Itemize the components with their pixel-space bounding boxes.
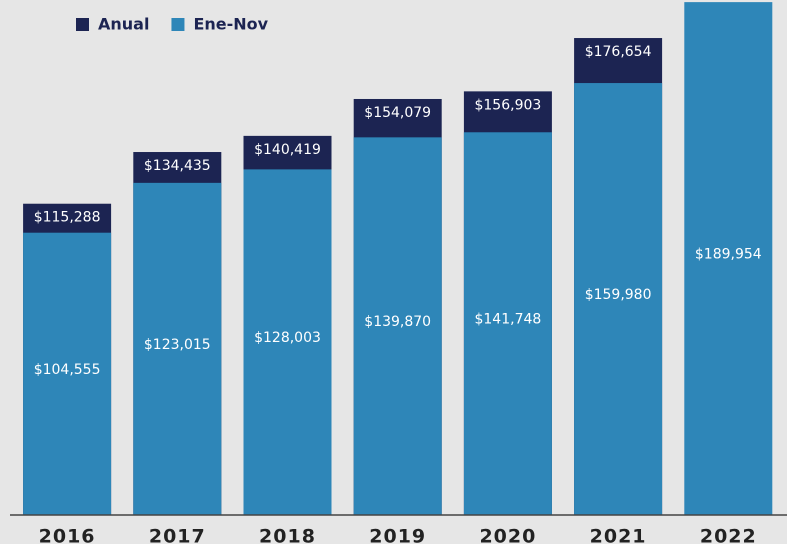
legend-swatch <box>171 18 185 31</box>
x-tick-label: 2020 <box>479 526 536 544</box>
bar <box>574 83 663 515</box>
value-label: $115,288 <box>34 210 101 226</box>
x-tick-label: 2019 <box>369 526 426 544</box>
value-label: $134,435 <box>144 158 211 174</box>
value-label: $104,555 <box>34 362 101 378</box>
bar <box>353 137 442 515</box>
bar <box>243 169 332 515</box>
x-tick-label: 2022 <box>700 526 757 544</box>
x-tick-label: 2017 <box>149 526 206 544</box>
bar <box>23 232 112 515</box>
bar <box>463 132 552 515</box>
legend-label: Anual <box>98 15 149 34</box>
x-tick-label: 2016 <box>39 526 96 544</box>
x-tick-label: 2021 <box>590 526 647 544</box>
value-label: $123,015 <box>144 337 211 353</box>
x-tick-label: 2018 <box>259 526 316 544</box>
bar <box>684 2 773 515</box>
value-label: $141,748 <box>474 312 541 328</box>
legend-label: Ene-Nov <box>193 15 268 34</box>
value-label: $140,419 <box>254 142 321 158</box>
value-label: $159,980 <box>585 287 652 303</box>
value-label: $189,954 <box>695 247 762 263</box>
value-label: $128,003 <box>254 330 321 346</box>
value-label: $139,870 <box>364 314 431 330</box>
value-label: $176,654 <box>585 44 652 60</box>
value-label: $156,903 <box>474 97 541 113</box>
legend-swatch <box>76 18 89 31</box>
bar <box>133 182 222 515</box>
value-label: $154,079 <box>364 105 431 121</box>
